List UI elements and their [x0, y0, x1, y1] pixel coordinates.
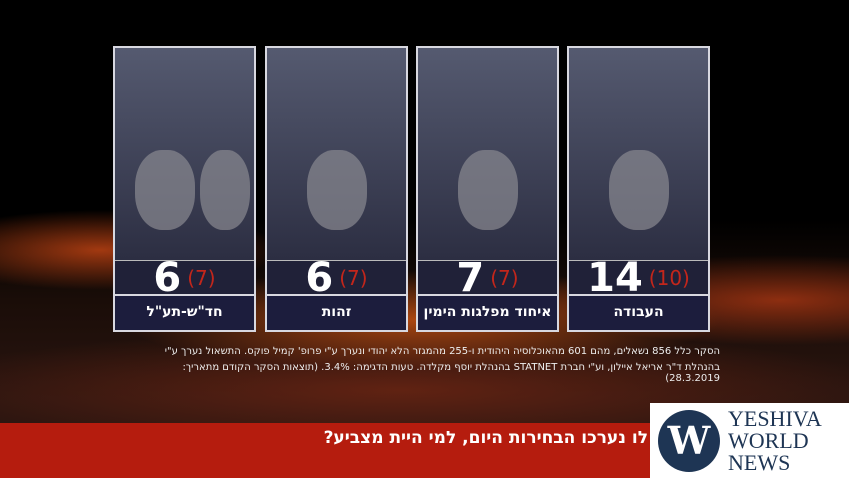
logo-line: NEWS [728, 449, 791, 475]
footnote-line-2: בהנהלת ד"ר אריאל איילון, וע"י חברת STATN… [182, 362, 720, 384]
candidate-photo [418, 48, 557, 260]
previous-seats: (7) [187, 265, 216, 290]
logo-line: WORLD [728, 427, 809, 453]
previous-seats: (7) [490, 265, 519, 290]
poll-question: לו נערכו הבחירות היום, למי היית מצביע? [323, 428, 648, 448]
party-name: העבודה [569, 294, 708, 330]
party-name: איחוד מפלגות הימין [418, 294, 557, 330]
previous-seats: (7) [339, 265, 368, 290]
logo-mark-icon: W [658, 409, 720, 472]
logo-line: YESHIVA [728, 405, 822, 431]
seats: 7 [456, 254, 485, 301]
candidate-photo [569, 48, 708, 260]
previous-seats: (10) [648, 265, 690, 290]
candidate-photo [115, 48, 254, 260]
party-name: חד"ש-תע"ל [115, 294, 254, 330]
party-card: 6 (7) חד"ש-תע"ל [113, 46, 256, 332]
yeshiva-world-news-logo: W YESHIVA WORLD NEWS [650, 403, 849, 478]
seats: 6 [305, 254, 334, 301]
party-card: 6 (7) זהות [265, 46, 408, 332]
candidate-photo [267, 48, 406, 260]
footnote-line-1: הסקר כלל 856 נשאלים, מהם 601 מהאוכלוסיה … [164, 346, 720, 357]
party-name: זהות [267, 294, 406, 330]
party-card: 14 (10) העבודה [567, 46, 710, 332]
party-card: 7 (7) איחוד מפלגות הימין [416, 46, 559, 332]
seats: 6 [153, 254, 182, 301]
seats: 14 [587, 254, 643, 301]
